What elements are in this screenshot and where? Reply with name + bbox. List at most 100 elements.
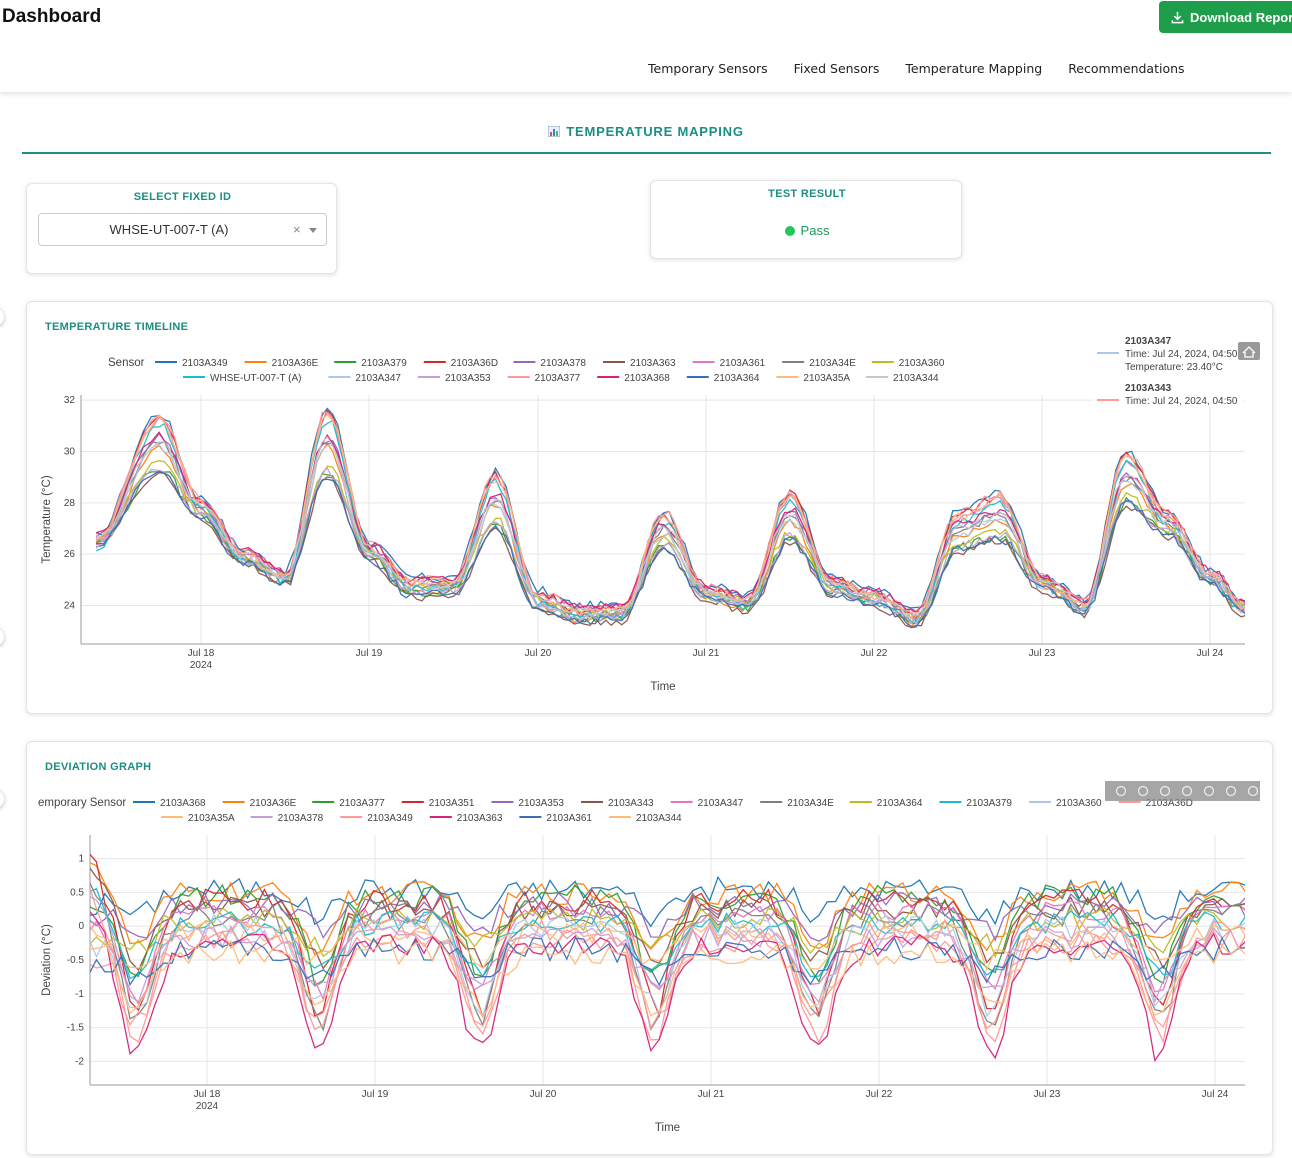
x-tick-label: Jul 24 (1202, 1089, 1229, 1100)
hover-value: Temperature: 23.40°C (1125, 362, 1223, 373)
legend-entry: 2103A360 (1056, 798, 1102, 809)
y-axis-title: Deviation (°C) (41, 924, 53, 996)
x-tick-label: Jul 22 (861, 648, 888, 659)
x-tick-label: Jul 19 (356, 648, 383, 659)
legend-entry: 2103A377 (339, 798, 385, 809)
legend-entry: 2103A36E (272, 358, 319, 369)
status-badge: Pass (800, 223, 830, 238)
hover-sensor: 2103A347 (1125, 336, 1172, 347)
chevron-down-icon[interactable] (309, 228, 317, 233)
section-heading-text: TEMPERATURE MAPPING (566, 124, 744, 139)
section-divider (22, 152, 1271, 154)
series-group (90, 853, 1245, 1063)
x-axis-title: Time (650, 681, 675, 693)
series-line (90, 895, 1245, 1004)
nav-temperature-mapping[interactable]: Temperature Mapping (905, 61, 1043, 76)
legend-entry: 2103A361 (720, 358, 766, 369)
y-tick-label: 0.5 (70, 887, 84, 898)
temperature-timeline-chart[interactable]: 24 26 28 30 32 Jul 18 Jul 19 Jul 20 Jul 21 Jul 22… (0, 300, 1292, 715)
download-report-button[interactable]: Download Report (1159, 1, 1292, 33)
hover-sensor: 2103A343 (1125, 383, 1172, 394)
home-icon (1247, 785, 1259, 797)
x-tick-label: Jul 24 (1197, 648, 1224, 659)
y-tick-label: 30 (64, 446, 76, 457)
legend-entry: 2103A379 (361, 358, 407, 369)
x-tick-label: Jul 20 (525, 648, 552, 659)
x-tick-label: Jul 20 (530, 1089, 557, 1100)
y-tick-label: -1 (75, 989, 84, 1000)
y-tick-label: 28 (64, 498, 76, 509)
fixed-id-value: WHSE-UT-007-T (A) (109, 222, 229, 237)
select-fixed-card: SELECT FIXED ID WHSE-UT-007-T (A) × (26, 183, 337, 274)
series-line (96, 470, 1245, 629)
top-header: Dashboard Download Report Temporary Sens… (0, 0, 1292, 92)
legend-entry: 2103A360 (899, 358, 945, 369)
series-line (90, 921, 1245, 972)
x-tick-label: Jul 23 (1034, 1089, 1061, 1100)
legend-entry: 2103A361 (546, 813, 592, 824)
y-tick-label: -0.5 (67, 955, 85, 966)
test-result-status: Pass (651, 222, 963, 240)
legend-entry: 2103A378 (278, 813, 324, 824)
side-toggle[interactable] (0, 790, 4, 808)
x-tick-label: Jul 18 (194, 1089, 221, 1100)
hover-tooltip (1093, 340, 1243, 407)
legend-title: Sensor (108, 357, 145, 369)
y-axis-title: Temperature (°C) (41, 475, 53, 563)
x-year-label: 2024 (196, 1101, 219, 1112)
hover-time: Time: Jul 24, 2024, 04:50 (1125, 349, 1238, 360)
legend-entry: 2103A379 (966, 798, 1012, 809)
bar-chart-icon (548, 126, 561, 137)
deviation-title: DEVIATION GRAPH (45, 761, 152, 773)
status-dot-icon (784, 226, 795, 236)
y-tick-label: -1.5 (67, 1023, 85, 1034)
x-tick-label: Jul 18 (188, 648, 215, 659)
x-tick-label: Jul 22 (866, 1089, 893, 1100)
legend-entry: 2103A378 (540, 358, 586, 369)
series-line (90, 924, 1245, 1019)
fixed-id-select[interactable]: WHSE-UT-007-T (A) × (38, 213, 327, 246)
timeline-title: TEMPERATURE TIMELINE (45, 321, 189, 333)
y-tick-label: 24 (64, 600, 76, 611)
nav-fixed-sensors[interactable]: Fixed Sensors (793, 61, 880, 76)
series-line (90, 866, 1245, 972)
series-line (95, 419, 1245, 623)
legend-entry: 2103A34E (809, 358, 856, 369)
legend-entry: 2103A347 (698, 798, 744, 809)
series-group (95, 407, 1245, 629)
x-tick-label: Jul 19 (362, 1089, 389, 1100)
y-tick-label: -2 (75, 1056, 84, 1067)
zoom-out-icon (1203, 785, 1215, 797)
series-line (95, 411, 1245, 614)
y-tick-label: 1 (78, 854, 84, 865)
home-icon (1238, 342, 1260, 360)
legend-entry: 2103A364 (714, 373, 760, 384)
legend-entry: 2103A353 (518, 798, 564, 809)
page-title: Dashboard (2, 6, 102, 27)
side-toggle[interactable] (0, 628, 4, 646)
legend-entry: WHSE-UT-007-T (A) (210, 373, 302, 384)
temperature-timeline-card: TEMPERATURE TIMELINE (26, 301, 1273, 714)
nav-recommendations[interactable]: Recommendations (1068, 61, 1185, 76)
legend-entry: 2103A363 (630, 358, 676, 369)
x-year-label: 2024 (190, 660, 213, 671)
series-line (95, 467, 1245, 625)
legend-entry: 2103A36E (250, 798, 297, 809)
nav-temporary-sensors[interactable]: Temporary Sensors (648, 61, 768, 76)
main-nav: Temporary Sensors Fixed Sensors Temperat… (648, 61, 1185, 76)
legend-entry: 2103A349 (182, 358, 228, 369)
legend-entry: 2103A368 (160, 798, 206, 809)
legend-entry: 2103A351 (429, 798, 475, 809)
legend-entry: 2103A343 (608, 798, 654, 809)
x-tick-label: Jul 21 (693, 648, 720, 659)
side-toggle[interactable] (0, 308, 4, 326)
deviation-graph-chart[interactable]: -2 -1.5 -1 -0.5 0 0.5 1 Jul 18 Jul 19 Jul 20 Jul 2… (0, 740, 1292, 1156)
test-result-label: TEST RESULT (768, 188, 846, 200)
hover-time: Time: Jul 24, 2024, 04:50 (1125, 396, 1238, 407)
clear-icon[interactable]: × (293, 222, 301, 237)
download-report-label: Download Report (1190, 9, 1292, 25)
x-tick-label: Jul 23 (1029, 648, 1056, 659)
y-tick-label: 0 (78, 921, 84, 932)
test-result-card: TEST RESULT Pass (650, 180, 962, 259)
camera-icon (1115, 785, 1127, 797)
